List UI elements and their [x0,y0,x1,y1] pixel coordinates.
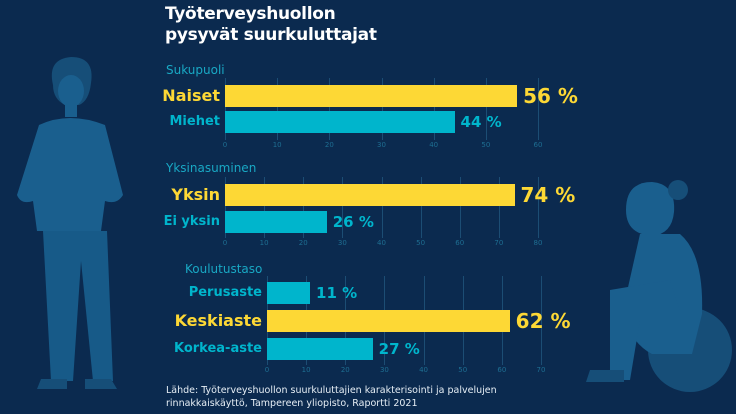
bar [225,211,327,233]
source-note: Lähde: Työterveyshuollon suurkuluttajien… [166,384,497,410]
gridline [264,177,266,238]
standing-woman-illustration [17,57,123,389]
tick-label: 0 [222,141,228,149]
tick-label: 0 [264,366,270,374]
category-label: Perusaste [188,285,262,300]
tick-label: 10 [301,366,311,374]
category-label: Keskiaste [174,311,262,330]
tick-label: 30 [379,366,389,374]
tick-label: 60 [533,141,543,149]
gridline [329,78,331,140]
tick-label: 60 [455,239,465,247]
gridline [225,177,226,238]
bar [267,338,373,360]
gridline [420,177,422,238]
tick-label: 80 [533,239,543,247]
bar [225,111,455,133]
category-label: Ei yksin [163,214,220,229]
data-label: 62 % [515,309,571,333]
tick-label: 60 [497,366,507,374]
source-line-1: Lähde: Työterveyshuollon suurkuluttajien… [166,385,497,396]
gridline [381,78,383,140]
data-label: 11 % [316,284,358,302]
category-label: Miehet [169,114,221,129]
section-title: Koulutustaso [185,262,263,276]
title-line-1: Työterveyshuollon [165,4,336,24]
tick-label: 70 [536,366,546,374]
data-label: 26 % [332,213,374,231]
tick-label: 0 [222,239,228,247]
gridline [538,78,539,140]
tick-label: 40 [419,366,429,374]
sitting-woman-illustration [586,180,732,392]
chart-title: Työterveyshuollon pysyvät suurkuluttajat [165,4,377,46]
gridline [342,177,344,238]
tick-label: 30 [337,239,347,247]
data-label: 74 % [520,183,576,207]
gridline [541,276,542,365]
tick-label: 50 [481,141,491,149]
tick-label: 40 [429,141,439,149]
tick-label: 40 [377,239,386,247]
tick-label: 10 [259,239,269,247]
title-line-2: pysyvät suurkuluttajat [165,25,377,45]
tick-label: 20 [298,239,308,247]
data-label: 27 % [378,340,420,358]
bar [267,310,510,332]
bar [225,85,518,107]
tick-label: 50 [458,366,468,374]
gridline [433,78,435,140]
gridline [459,177,461,238]
bar [225,184,515,206]
bar [267,282,311,304]
section-title: Sukupuoli [166,63,225,77]
tick-label: 30 [377,141,386,149]
gridline [225,78,226,140]
tick-label: 10 [272,141,282,149]
gridline [538,177,539,238]
data-label: 56 % [523,84,578,108]
gridline [277,78,279,140]
data-label: 44 % [460,113,502,131]
tick-label: 50 [416,239,426,247]
gridline [381,177,383,238]
tick-label: 20 [324,141,334,149]
section-title: Yksinasuminen [166,161,257,175]
gridline [498,177,500,238]
tick-label: 70 [494,239,504,247]
category-label: Naiset [162,86,220,105]
gridline [303,177,305,238]
tick-label: 20 [340,366,350,374]
category-label: Yksin [171,185,220,204]
gridline [485,78,487,140]
source-line-2: rinnakkaiskäyttö, Tampereen yliopisto, R… [166,398,418,409]
category-label: Korkea-aste [173,341,262,356]
